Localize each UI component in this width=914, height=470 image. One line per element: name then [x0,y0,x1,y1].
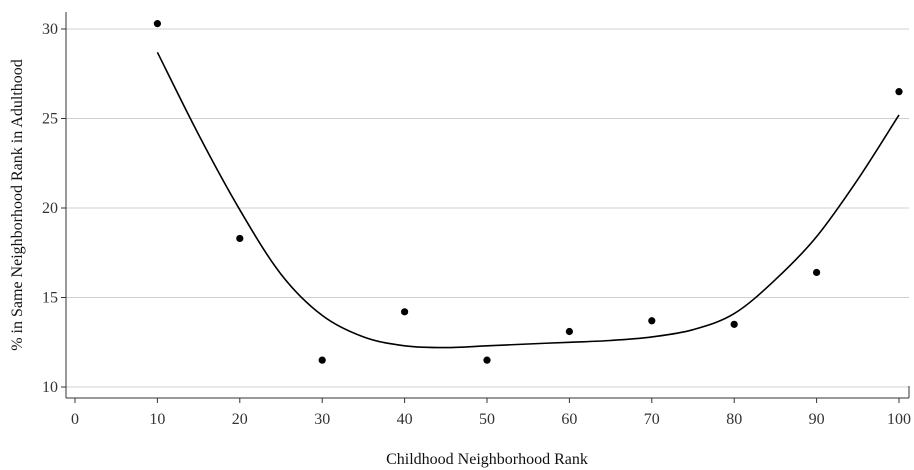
x-axis-title: Childhood Neighborhood Rank [386,451,588,468]
x-tick-label: 50 [479,411,495,428]
y-tick-label: 10 [42,379,58,396]
fit-line-layer [156,51,900,349]
y-tick-label: 20 [42,200,58,217]
points-layer [153,20,903,364]
data-point [565,327,574,336]
y-tick-label: 30 [42,21,58,38]
data-point [730,320,738,328]
fit-line [156,51,900,349]
data-point [483,356,491,364]
y-tick-label: 15 [42,290,58,307]
data-point [895,88,903,96]
data-point [813,268,821,277]
x-tick-label: 70 [644,411,660,428]
x-tick-label: 30 [314,411,330,428]
axes [61,12,910,403]
x-tick-label: 10 [149,411,165,428]
y-tick-label: 25 [42,111,58,128]
data-point [648,317,656,325]
x-tick-label: 60 [561,411,577,428]
data-point [236,234,244,243]
y-axis-title: % in Same Neighborhood Rank in Adulthood [9,59,26,351]
data-point [318,356,326,364]
x-tick-label: 20 [232,411,248,428]
x-tick-label: 0 [71,411,79,428]
data-point [153,20,161,28]
x-tick-label: 40 [397,411,413,428]
x-tick-label: 90 [809,411,825,428]
grid [66,28,909,388]
x-tick-label: 100 [887,411,911,428]
x-tick-label: 80 [726,411,742,428]
data-point [401,308,409,316]
tick-labels: 10 15 20 25 30 0 10 20 30 40 50 60 70 80 90 100 [42,21,911,428]
